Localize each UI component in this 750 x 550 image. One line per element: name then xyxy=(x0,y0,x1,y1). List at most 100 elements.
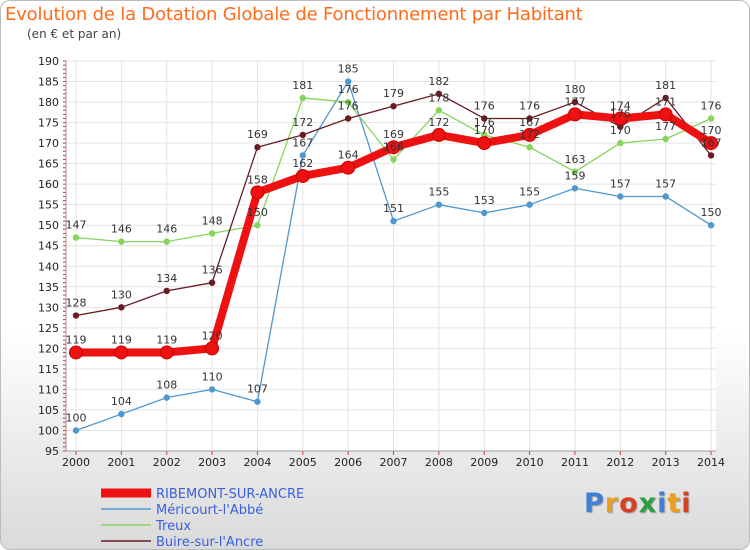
data-label: 176 xyxy=(474,99,495,112)
y-tick-label: 135 xyxy=(38,281,59,294)
data-label: 170 xyxy=(610,124,631,137)
data-label: 180 xyxy=(564,83,585,96)
data-label: 176 xyxy=(519,99,540,112)
logo-letter: P xyxy=(584,488,605,519)
y-tick-label: 140 xyxy=(38,260,59,273)
data-label: 100 xyxy=(66,411,87,424)
x-tick-label: 2003 xyxy=(198,456,226,469)
data-point xyxy=(707,152,715,159)
data-label: 169 xyxy=(383,128,404,141)
data-point xyxy=(208,386,216,393)
x-tick-label: 2008 xyxy=(425,456,453,469)
y-tick-label: 95 xyxy=(45,445,59,458)
logo-letter: i xyxy=(657,488,668,519)
data-label: 170 xyxy=(701,124,722,137)
data-label: 172 xyxy=(428,116,449,129)
data-label: 150 xyxy=(247,206,268,219)
data-point xyxy=(571,98,579,106)
y-tick-label: 120 xyxy=(38,342,59,355)
data-label: 163 xyxy=(564,153,585,166)
data-point xyxy=(658,107,673,122)
x-tick-label: 2011 xyxy=(561,456,589,469)
data-label: 164 xyxy=(338,149,359,162)
data-point xyxy=(72,234,80,241)
plot-area xyxy=(66,61,716,451)
data-point xyxy=(344,115,352,122)
legend-label: RIBEMONT-SUR-ANCRE xyxy=(156,487,304,502)
data-point xyxy=(344,98,352,106)
data-point xyxy=(299,131,306,139)
data-label: 158 xyxy=(247,173,268,186)
data-point xyxy=(295,168,310,183)
data-label: 167 xyxy=(519,116,540,129)
data-point xyxy=(159,345,174,360)
data-point xyxy=(662,193,669,200)
x-tick-label: 2000 xyxy=(62,456,90,469)
data-label: 108 xyxy=(156,379,177,392)
x-tick-label: 2013 xyxy=(652,456,680,469)
data-label: 178 xyxy=(428,91,449,104)
x-tick-label: 2012 xyxy=(606,456,634,469)
data-label: 162 xyxy=(292,157,313,170)
data-point xyxy=(299,152,306,159)
data-label: 167 xyxy=(292,136,313,149)
x-tick-label: 2014 xyxy=(697,456,725,469)
data-label: 176 xyxy=(701,99,722,112)
data-label: 176 xyxy=(338,99,359,112)
data-point xyxy=(526,144,533,151)
data-point xyxy=(118,410,125,418)
x-tick-label: 2002 xyxy=(153,456,181,469)
data-point xyxy=(163,238,170,245)
data-label: 130 xyxy=(111,288,132,301)
data-point xyxy=(431,127,446,142)
y-tick-label: 185 xyxy=(38,76,59,89)
data-point xyxy=(390,102,397,110)
data-point xyxy=(662,135,669,143)
data-point xyxy=(163,287,170,295)
data-label: 176 xyxy=(474,116,495,129)
x-tick-label: 2001 xyxy=(107,456,135,469)
data-point xyxy=(435,201,443,208)
data-point xyxy=(571,185,579,192)
data-point xyxy=(208,230,216,237)
x-tick-label: 2004 xyxy=(243,456,271,469)
data-point xyxy=(386,140,401,155)
data-label: 177 xyxy=(564,95,585,108)
data-point xyxy=(617,139,624,147)
data-label: 153 xyxy=(474,194,495,207)
data-point xyxy=(205,341,220,356)
data-label: 179 xyxy=(383,87,404,100)
data-label: 159 xyxy=(564,169,585,182)
data-label: 107 xyxy=(247,383,268,396)
data-point xyxy=(477,136,492,151)
y-tick-label: 175 xyxy=(38,117,59,130)
data-label: 181 xyxy=(655,79,676,92)
legend-label: Buire-sur-l'Ancre xyxy=(156,535,263,550)
y-tick-label: 100 xyxy=(38,424,59,437)
y-tick-label: 105 xyxy=(38,404,59,417)
data-label: 157 xyxy=(655,177,676,190)
y-tick-label: 170 xyxy=(38,137,59,150)
data-point xyxy=(254,398,261,405)
data-label: 150 xyxy=(701,206,722,219)
data-point xyxy=(250,185,265,200)
logo-letter: i xyxy=(681,488,692,519)
chart-title: Evolution de la Dotation Globale de Fonc… xyxy=(5,4,583,25)
data-point xyxy=(254,144,261,151)
data-label: 110 xyxy=(202,370,223,383)
data-point xyxy=(613,111,628,126)
data-point xyxy=(118,304,125,311)
data-point xyxy=(481,115,488,122)
x-tick-label: 2009 xyxy=(470,456,498,469)
data-label: 177 xyxy=(655,120,676,133)
data-label: 176 xyxy=(610,108,631,121)
data-point xyxy=(435,107,443,114)
data-label: 128 xyxy=(66,297,87,310)
data-label: 166 xyxy=(383,141,404,154)
data-label: 119 xyxy=(156,333,177,346)
data-label: 182 xyxy=(428,75,449,88)
data-point xyxy=(344,78,352,85)
y-tick-label: 155 xyxy=(38,199,59,212)
